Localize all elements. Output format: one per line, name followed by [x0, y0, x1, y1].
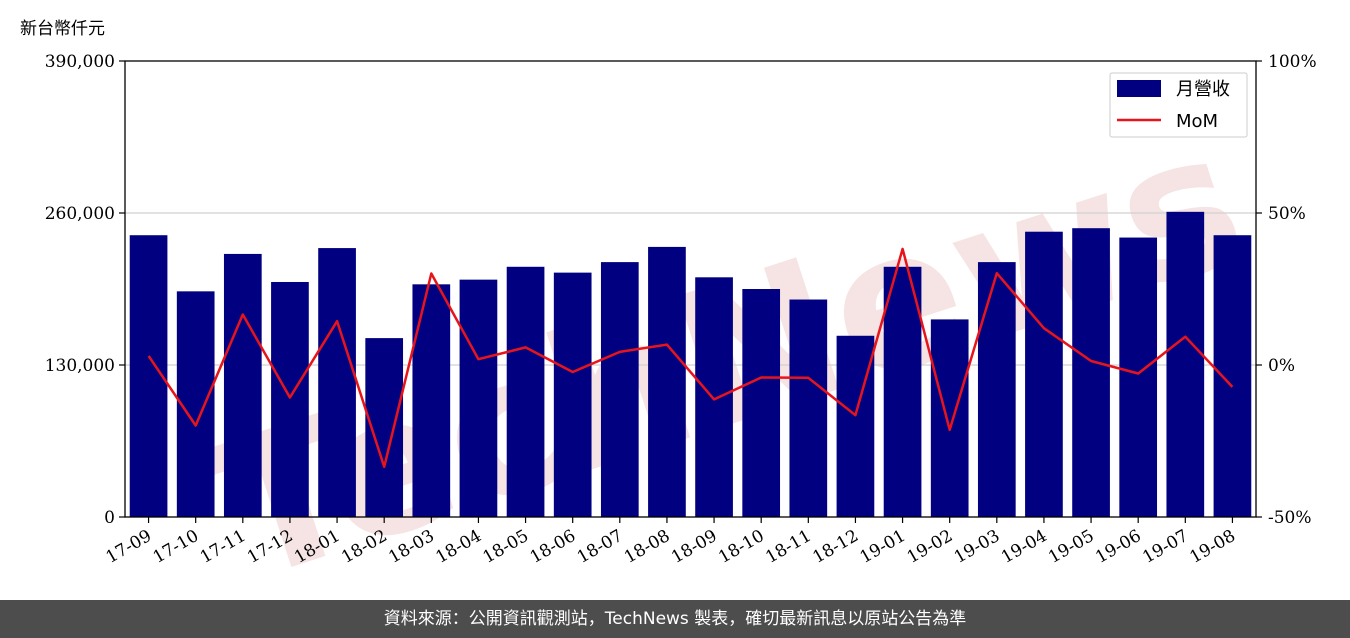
- x-tick-label: 19-08: [1186, 526, 1238, 568]
- bar-17-10: [176, 291, 215, 517]
- bar-18-06: [553, 272, 592, 517]
- legend: 月營收 MoM: [1109, 72, 1248, 138]
- x-tick-label: 19-07: [1139, 526, 1191, 568]
- x-tick-label: 19-06: [1092, 526, 1144, 568]
- revenue-bars: [129, 211, 1252, 518]
- bar-18-09: [695, 277, 733, 517]
- y-right-tick-label: 0%: [1268, 356, 1295, 376]
- bar-18-05: [506, 266, 545, 517]
- bar-19-04: [1025, 231, 1063, 517]
- x-tick-label: 18-08: [621, 526, 673, 568]
- y-left-tick-label: 130,000: [45, 356, 115, 376]
- bar-19-01: [883, 266, 922, 517]
- bar-18-10: [742, 289, 781, 517]
- x-tick-label: 19-03: [951, 526, 1003, 568]
- bar-19-02: [930, 319, 969, 517]
- bar-18-01: [318, 248, 356, 518]
- bar-18-08: [648, 246, 686, 517]
- bar-19-07: [1166, 211, 1205, 518]
- mom-line-series: [147, 247, 1234, 469]
- source-footer: 資料來源：公開資訊觀測站，TechNews 製表，確切最新訊息以原站公告為準: [0, 600, 1350, 638]
- x-tick-label: 19-04: [998, 526, 1050, 568]
- y-left-tick-label: 260,000: [45, 204, 115, 224]
- x-tick-label: 18-12: [809, 526, 861, 568]
- legend-bar-swatch: [1117, 80, 1161, 97]
- y-right-tick-label: 50%: [1268, 204, 1306, 224]
- y-axis-unit-label: 新台幣仟元: [20, 19, 105, 39]
- bar-18-07: [600, 262, 639, 517]
- y-right-tick-label: 100%: [1268, 52, 1317, 72]
- x-tick-label: 19-05: [1045, 526, 1097, 568]
- x-tick-label: 17-10: [150, 526, 202, 568]
- bar-18-04: [459, 279, 498, 517]
- grid-lines: [125, 212, 1256, 366]
- y-left-tick-label: 0: [104, 508, 115, 528]
- plot-frame: [124, 60, 1257, 518]
- bar-19-05: [1072, 228, 1110, 517]
- bar-17-11: [223, 253, 262, 517]
- y-right-tick-label: -50%: [1268, 508, 1312, 528]
- mom-line: [147, 247, 1234, 469]
- x-tick-label: 18-07: [574, 526, 626, 568]
- bar-19-08: [1213, 235, 1252, 517]
- x-tick-label: 18-10: [715, 526, 767, 568]
- legend-label-revenue: 月營收: [1176, 79, 1230, 100]
- x-tick-label: 19-01: [857, 526, 909, 568]
- x-tick-label: 17-09: [103, 526, 155, 568]
- bar-18-03: [412, 284, 451, 517]
- bar-18-12: [836, 335, 875, 517]
- y-left-tick-label: 390,000: [45, 52, 115, 72]
- legend-label-mom: MoM: [1176, 111, 1218, 132]
- bar-19-03: [977, 262, 1016, 517]
- bar-19-06: [1119, 237, 1158, 518]
- x-tick-label: 18-11: [762, 526, 814, 568]
- bar-18-11: [789, 299, 828, 517]
- plot-border: [124, 60, 1257, 518]
- x-tick-label: 19-02: [904, 526, 956, 568]
- x-tick-label: 18-09: [668, 526, 720, 568]
- bar-17-12: [271, 281, 309, 517]
- chart: TechNews 0130,000260,000390,000-50%0%50%…: [20, 19, 1317, 600]
